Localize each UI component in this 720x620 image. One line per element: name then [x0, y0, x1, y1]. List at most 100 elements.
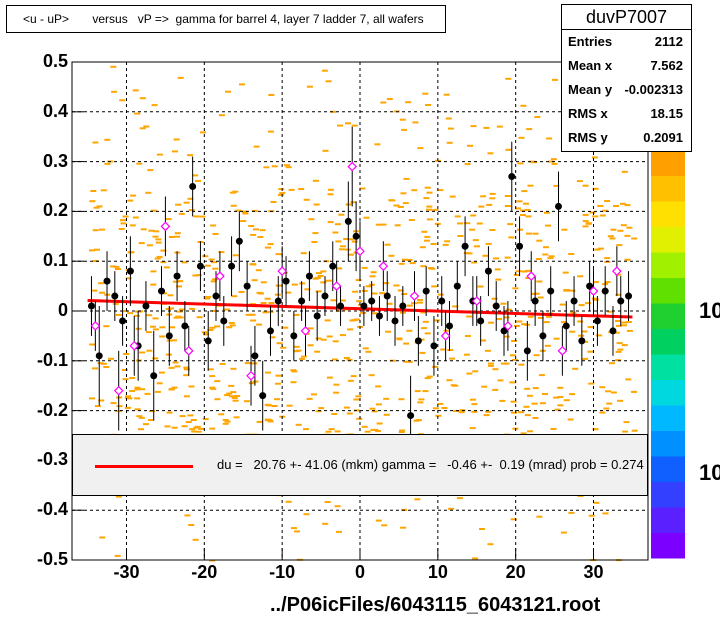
data-points: [87, 126, 633, 456]
axis-ticks: [72, 61, 595, 561]
data-point-black: [251, 352, 259, 360]
density-cell: [285, 166, 292, 169]
density-cell: [442, 243, 449, 246]
density-cell: [543, 321, 550, 324]
data-point-black: [430, 342, 438, 350]
density-cell: [510, 518, 517, 521]
density-cell: [278, 188, 285, 191]
density-cell: [543, 211, 550, 214]
density-cell: [440, 348, 447, 351]
density-cell: [268, 302, 275, 304]
x-tick-label: -30: [113, 562, 140, 582]
density-cell: [402, 202, 409, 205]
density-cell: [307, 327, 314, 330]
density-cell: [419, 351, 426, 354]
density-cell: [177, 316, 184, 319]
density-cell: [383, 397, 390, 400]
density-cell: [183, 366, 190, 369]
density-cell: [417, 401, 424, 404]
density-cell: [604, 281, 611, 284]
density-cell: [326, 376, 333, 379]
stats-value: -0.002313: [624, 82, 683, 97]
density-cell: [621, 324, 627, 327]
color-scale-segment: [651, 277, 685, 304]
density-cell: [229, 395, 236, 398]
density-cell: [616, 324, 622, 327]
density-cell: [174, 235, 181, 238]
density-cell: [332, 231, 339, 234]
density-cell: [398, 431, 405, 433]
density-cell: [152, 317, 159, 320]
density-cell: [285, 291, 292, 294]
density-cell: [470, 125, 477, 128]
x-tick-label: 30: [583, 562, 604, 582]
density-cell: [172, 361, 179, 364]
density-cell: [516, 200, 523, 203]
density-cell: [603, 407, 610, 410]
density-cell: [471, 403, 478, 406]
fit-line-layer: [87, 299, 633, 319]
data-point-black: [259, 392, 267, 400]
density-cell: [177, 280, 184, 283]
data-point-black: [625, 292, 633, 300]
density-cell: [472, 239, 479, 242]
density-cell: [293, 313, 300, 316]
density-cell: [578, 304, 585, 307]
density-cell: [181, 425, 188, 428]
density-cell: [434, 222, 441, 225]
density-cell: [400, 192, 407, 195]
density-cell: [188, 209, 195, 212]
density-cell: [608, 362, 615, 365]
y-tick-label: 0.2: [42, 200, 68, 221]
density-cell: [316, 272, 322, 275]
fit-legend-line: [95, 465, 193, 468]
data-point-magenta: [612, 266, 622, 277]
data-point-black: [305, 272, 313, 280]
density-cell: [492, 388, 499, 391]
density-cell: [174, 232, 181, 235]
density-cell: [537, 296, 544, 299]
density-cell: [251, 362, 258, 365]
density-cell: [315, 337, 322, 340]
density-cell: [135, 327, 142, 330]
density-cell: [504, 205, 511, 207]
density-cell: [202, 418, 209, 421]
density-cell: [613, 331, 620, 334]
density-cell: [257, 236, 264, 238]
density-cell: [212, 267, 219, 270]
density-cell: [403, 177, 410, 180]
density-cell: [284, 164, 290, 167]
density-cell: [255, 269, 262, 272]
color-scale-segment: [651, 226, 685, 253]
data-point-black: [313, 312, 321, 320]
density-cell: [209, 386, 216, 389]
density-cell: [312, 179, 319, 182]
x-tick-label: 0: [354, 562, 365, 582]
density-cell: [398, 398, 405, 401]
density-cell: [320, 281, 327, 284]
density-cell: [196, 316, 203, 319]
density-cell: [275, 382, 281, 385]
density-cell: [150, 270, 157, 273]
density-cell: [239, 83, 245, 86]
stats-value: 2112: [654, 34, 683, 49]
density-cell: [158, 371, 165, 374]
plot-title: <u - uP> versus vP => gamma for barrel 4…: [6, 5, 446, 33]
density-cell: [214, 325, 221, 328]
density-cell: [369, 407, 376, 410]
density-cell: [230, 367, 237, 370]
density-cell: [376, 422, 383, 425]
density-cell: [626, 226, 633, 229]
density-cell: [232, 190, 239, 193]
density-cell: [512, 287, 519, 290]
density-cell: [399, 118, 406, 121]
density-cell: [209, 326, 216, 329]
data-point-magenta: [183, 345, 194, 356]
density-cell: [604, 257, 611, 260]
density-cell: [90, 190, 97, 192]
density-cell: [338, 213, 345, 216]
density-cell: [371, 312, 378, 315]
density-cell: [177, 76, 184, 79]
data-point-black: [126, 267, 134, 275]
density-cell: [597, 205, 604, 207]
